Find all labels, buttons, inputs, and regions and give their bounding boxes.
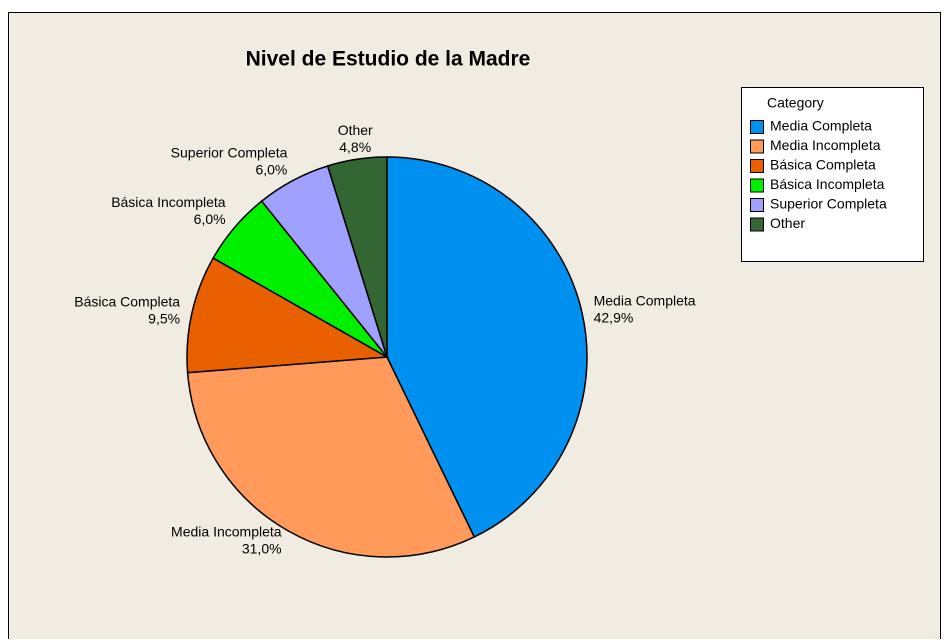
legend-label: Media Incompleta	[770, 137, 881, 153]
legend-label: Básica Completa	[770, 157, 876, 173]
slice-value-label: 6,0%	[255, 162, 287, 178]
slice-value-label: 42,9%	[594, 309, 634, 325]
legend-title: Category	[767, 95, 824, 111]
slice-value-label: 31,0%	[242, 541, 282, 557]
legend-swatch	[750, 120, 764, 134]
legend-label: Media Completa	[770, 118, 872, 134]
slice-label: Media Incompleta	[171, 524, 282, 540]
legend-swatch	[750, 178, 764, 193]
pie-slice	[386, 156, 588, 538]
legend-swatch	[750, 159, 764, 173]
legend-swatch	[750, 217, 764, 232]
slice-label: Other	[338, 122, 373, 138]
legend-label: Básica Incompleta	[770, 176, 885, 192]
slice-value-label: 4,8%	[339, 139, 371, 155]
pie-slice	[186, 356, 476, 558]
legend-label: Other	[770, 215, 805, 231]
slice-value-label: 9,5%	[148, 311, 180, 327]
chart-title: Nivel de Estudio de la Madre	[246, 48, 531, 71]
legend-box	[741, 87, 924, 262]
slice-value-label: 6,0%	[194, 211, 226, 227]
pie-slice	[186, 257, 390, 374]
slice-label: Básica Incompleta	[111, 194, 226, 210]
legend-swatch	[750, 198, 764, 212]
slice-label: Media Completa	[594, 292, 696, 308]
pie-slice	[326, 156, 388, 358]
slice-label: Básica Completa	[74, 294, 180, 310]
legend-swatch	[750, 139, 764, 154]
slice-label: Superior Completa	[171, 145, 288, 161]
legend-label: Superior Completa	[770, 196, 887, 212]
